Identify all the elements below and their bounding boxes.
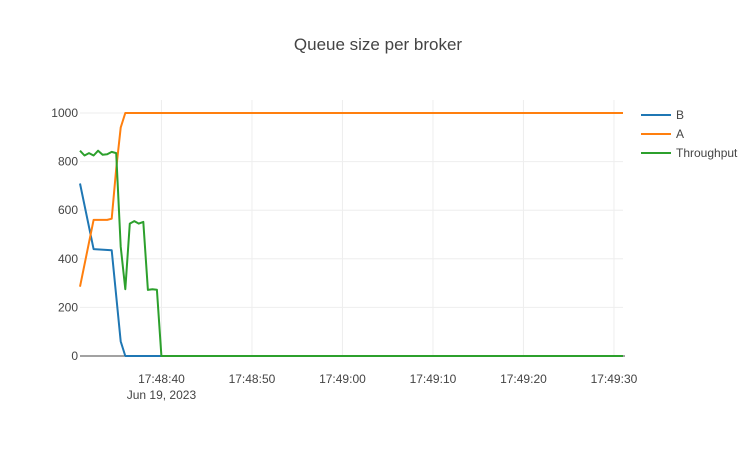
series-lines <box>79 112 623 357</box>
y-tick-label: 800 <box>58 155 78 169</box>
y-tick-label: 0 <box>71 349 78 363</box>
x-tick-label: 17:49:00 <box>319 372 366 386</box>
legend-item-b[interactable]: B <box>641 108 684 122</box>
x-tick-label: 17:49:30 <box>591 372 638 386</box>
y-tick-label: 600 <box>58 203 78 217</box>
legend-item-throughput[interactable]: Throughput <box>641 146 738 160</box>
series-line-throughput <box>79 149 623 357</box>
legend-item-a[interactable]: A <box>641 127 684 141</box>
x-tick-label: 17:49:20 <box>500 372 547 386</box>
x-axis-ticks: 17:48:40 Jun 19, 2023 17:48:50 17:49:00 17:4… <box>127 372 638 402</box>
x-tick-label: 17:48:50 <box>229 372 276 386</box>
x-tick-label: 17:48:40 <box>138 372 185 386</box>
chart-title: Queue size per broker <box>294 35 463 54</box>
series-line-a <box>79 112 623 287</box>
legend-label: Throughput <box>676 146 738 160</box>
x-tick-label: 17:49:10 <box>410 372 457 386</box>
y-axis-ticks: 0 200 400 600 800 1000 <box>51 106 78 363</box>
legend-label: B <box>676 108 684 122</box>
y-tick-label: 1000 <box>51 106 78 120</box>
legend-label: A <box>676 127 684 141</box>
y-tick-label: 400 <box>58 252 78 266</box>
legend[interactable]: BA Throughput <box>641 108 738 160</box>
x-tick-date-label: Jun 19, 2023 <box>127 388 197 402</box>
y-tick-label: 200 <box>58 300 78 314</box>
